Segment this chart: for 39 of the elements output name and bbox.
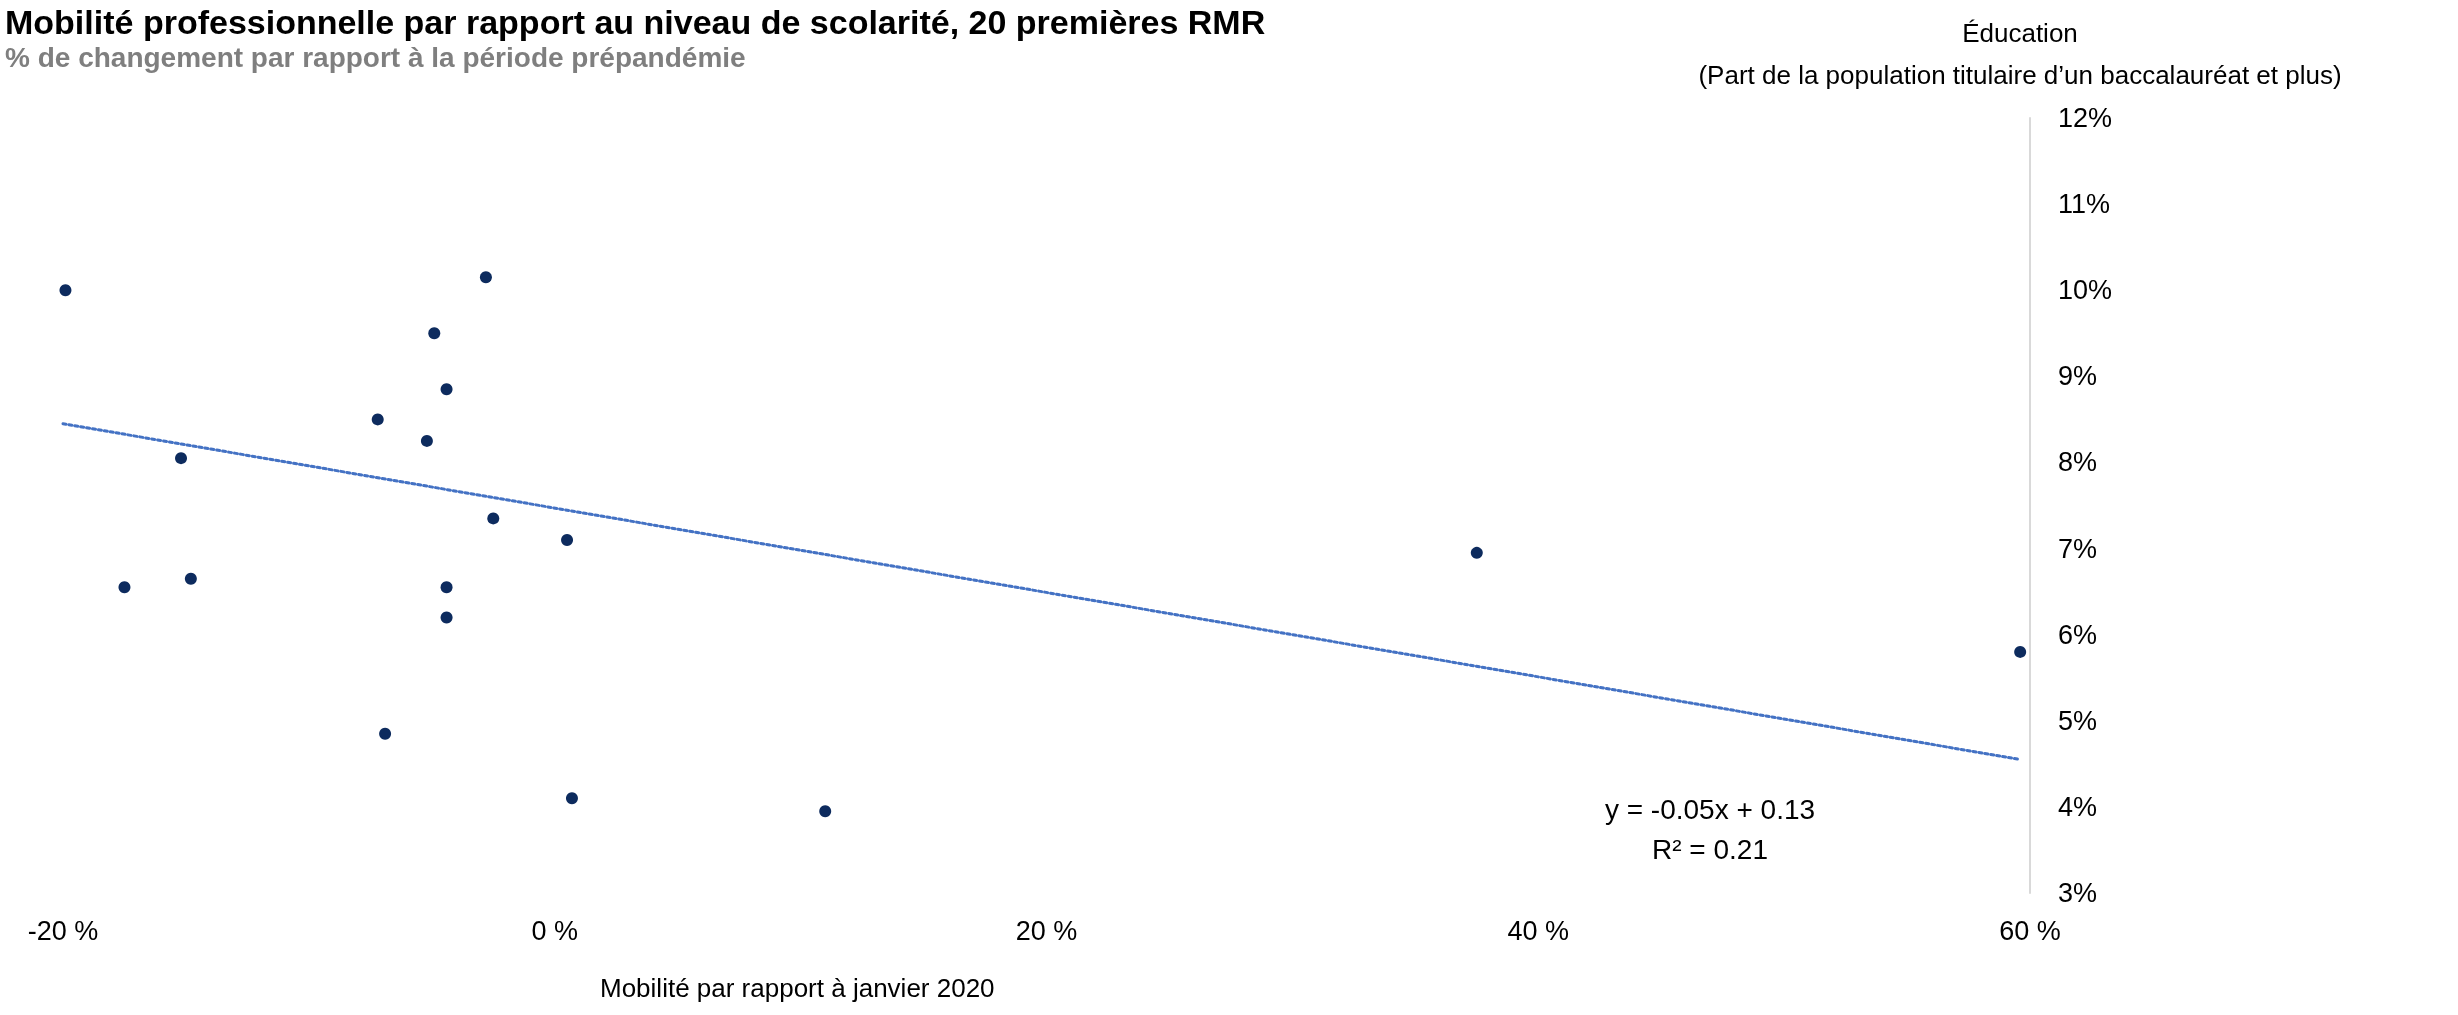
point (184, 572, 197, 585)
point (371, 413, 384, 426)
point (819, 805, 832, 818)
y-tick-label: 11% (2058, 189, 2111, 220)
point (59, 284, 72, 297)
x-tick-label: 0 % (531, 915, 579, 946)
point (440, 383, 453, 396)
y-tick-label: 8% (2058, 447, 2098, 478)
point (175, 452, 188, 465)
x-tick-label: 40 % (1507, 915, 1570, 946)
point (487, 512, 500, 525)
y-tick-label: 3% (2058, 878, 2098, 908)
point (1470, 546, 1483, 559)
point (379, 727, 392, 740)
y-tick-label: 12% (2058, 103, 2113, 133)
point (440, 581, 453, 594)
y-tick-label: 7% (2058, 533, 2098, 564)
point (2014, 645, 2027, 658)
x-tick-label: 20 % (1015, 915, 1078, 946)
point (479, 271, 492, 284)
point (561, 533, 574, 546)
y-tick-label: 9% (2058, 361, 2098, 392)
annotation: y = -0.05x + 0.13 (1604, 793, 1816, 825)
x-axis-title: Mobilité par rapport à janvier 2020 (600, 973, 995, 1003)
x-tick-label: 60 % (1999, 915, 2061, 946)
point (565, 792, 578, 805)
y-axis-title: Éducation (Part de la population titulaire d’un baccalauréat et plus) (1698, 18, 2342, 90)
y-tick-label: 10% (2058, 275, 2113, 306)
chart-subtitle: % de changement par rapport à la période prépandémie (5, 41, 746, 73)
y-tick-label: 4% (2058, 791, 2098, 822)
point (420, 434, 433, 447)
point (440, 611, 453, 624)
y-tick-label: 6% (2058, 619, 2098, 650)
x-tick-label: -20 % (27, 915, 99, 946)
annotation: R² = 0.21 (1652, 833, 1768, 865)
point (428, 327, 441, 340)
chart-title: Mobilité professionnelle par rapport au niveau de scolarité, 20 premières RMR (5, 3, 1266, 41)
point (118, 581, 131, 594)
y-tick-label: 5% (2058, 705, 2098, 736)
